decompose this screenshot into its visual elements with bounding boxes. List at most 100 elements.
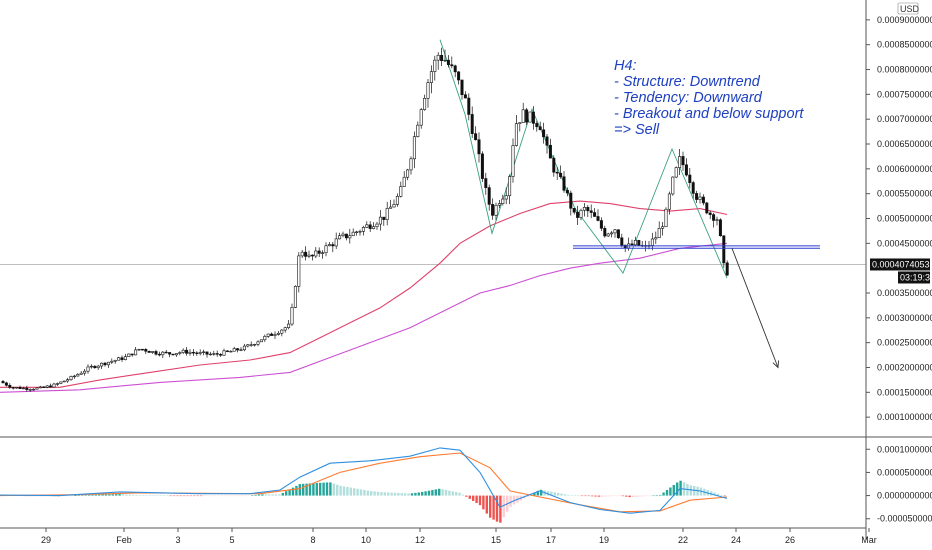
candle-body [232, 348, 236, 352]
candle-body [225, 350, 229, 352]
candle-body [355, 231, 359, 233]
current-price-label: 0.00040740531 [872, 259, 932, 269]
macd-histogram-bar [495, 495, 499, 522]
macd-histogram-bar [356, 488, 359, 496]
candle-body [49, 385, 53, 388]
macd-histogram-bar [189, 495, 193, 497]
candle-body [157, 353, 161, 356]
candle-body [273, 334, 277, 336]
macd-histogram-bar [94, 494, 97, 496]
macd-main-line [0, 447, 728, 514]
candle-body [722, 235, 726, 264]
macd-histogram-bar [115, 494, 118, 496]
macd-histogram-bar [291, 487, 295, 496]
candle-body [35, 387, 39, 390]
macd-histogram-bar [475, 495, 478, 504]
macd-histogram-bar [319, 482, 322, 496]
candle-body [140, 348, 144, 351]
candle-body [208, 353, 212, 356]
candle-body [4, 382, 8, 386]
price-tick-label: 0.00085000000 [877, 40, 932, 50]
candle-body [467, 97, 471, 115]
candle-body [96, 365, 100, 369]
candle-body [103, 362, 107, 366]
macd-histogram-bar [261, 494, 264, 496]
candle-body [191, 351, 195, 354]
macd-histogram-bar [359, 489, 363, 496]
macd-histogram-bar [132, 494, 135, 496]
macd-histogram-bar [414, 492, 417, 496]
current-price-tag [870, 258, 930, 271]
macd-histogram-bar [512, 495, 516, 505]
candle-body [127, 353, 131, 357]
candle-body [538, 126, 542, 131]
candle-body [280, 329, 284, 334]
macd-histogram-bar [111, 494, 114, 496]
macd-histogram-bar [353, 488, 356, 496]
candle-body [239, 349, 243, 351]
macd-histogram-bar [121, 494, 125, 496]
macd-histogram-bar [159, 495, 162, 496]
candle-body [514, 123, 518, 146]
macd-histogram-bar [427, 490, 431, 496]
macd-histogram-bar [659, 494, 662, 496]
macd-histogram-bar [560, 493, 563, 496]
macd-histogram-bar [193, 495, 196, 497]
macd-histogram-bar [183, 495, 186, 497]
candle-body [117, 357, 121, 361]
macd-histogram-bar [363, 489, 366, 496]
candle-body [100, 362, 104, 367]
candle-body [11, 387, 15, 389]
candle-body [674, 167, 678, 178]
candle-body [457, 71, 461, 81]
macd-histogram-bar [251, 495, 254, 496]
candle-body [599, 220, 603, 229]
candle-body [579, 209, 583, 218]
candle-body [406, 169, 410, 178]
price-tick-label: 0.00080000000 [877, 65, 932, 75]
candle-body [630, 243, 634, 246]
candle-body [593, 212, 597, 217]
candle-body [633, 240, 637, 246]
macd-histogram-bar [611, 495, 614, 497]
arrow-head [772, 360, 780, 369]
macd-histogram-bar [577, 495, 580, 497]
macd-histogram-bar [227, 495, 230, 497]
candle-body [477, 139, 481, 155]
support-band [573, 245, 820, 249]
macd-histogram-bar [383, 492, 386, 496]
candle-body [691, 182, 695, 194]
macd-histogram-bar [553, 492, 556, 496]
candle-body [474, 133, 478, 141]
macd-histogram-bar [322, 482, 325, 496]
macd-histogram-bar [669, 487, 672, 496]
candle-body [205, 351, 209, 355]
candle-body [18, 386, 22, 389]
candle-body [419, 109, 423, 126]
macd-histogram-bar [604, 495, 607, 497]
candle-body [348, 235, 352, 239]
macd-histogram-bar [485, 495, 488, 514]
macd-histogram-bar [186, 495, 189, 497]
candle-body [137, 348, 141, 351]
macd-histogram-bar [550, 491, 553, 496]
macd-histogram-bar [676, 482, 679, 496]
ema-slow-series [0, 242, 728, 393]
candle-body [399, 186, 403, 197]
price-tick-label: 0.00070000000 [877, 114, 932, 124]
candle-body [698, 196, 702, 200]
candle-body [688, 174, 692, 183]
candle-body [368, 224, 372, 229]
candle-body [55, 383, 59, 385]
time-tick-label: 19 [599, 535, 609, 545]
candle-body [62, 380, 66, 383]
candle-body [361, 227, 365, 232]
macd-histogram-bar [655, 495, 658, 496]
candle-body [453, 65, 457, 73]
macd-histogram-bar [325, 482, 329, 496]
time-tick-label: 5 [229, 535, 234, 545]
candle-body [548, 144, 552, 159]
macd-histogram-bar [206, 495, 210, 497]
